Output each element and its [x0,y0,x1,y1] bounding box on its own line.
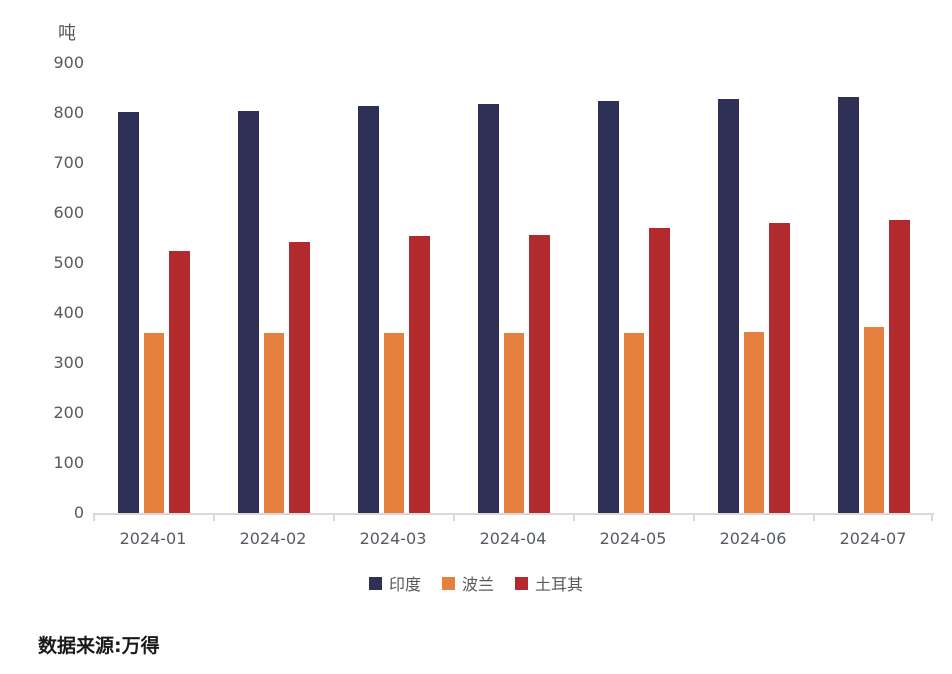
x-axis-category-label: 2024-07 [839,529,907,548]
plot-area [93,63,933,513]
legend-label: 波兰 [461,575,494,594]
legend-item: 印度 [368,571,421,595]
y-axis-tick-label: 300 [53,353,84,372]
x-axis-category-label: 2024-05 [599,529,667,548]
bar [838,96,859,513]
bar [863,326,885,513]
legend-label: 土耳其 [535,575,584,594]
x-axis-category-label: 2024-02 [239,529,307,548]
bar [889,220,910,513]
bar [649,227,670,513]
y-axis-tick-label: 0 [73,503,84,522]
y-axis-tick-label: 900 [53,53,84,72]
bar [143,333,165,513]
legend-swatch-icon [515,576,528,590]
bar [118,111,139,513]
bar [598,101,619,513]
x-axis-tick [931,513,933,521]
x-axis-tick [693,513,695,521]
x-axis-category-label: 2024-01 [119,529,187,548]
y-axis-unit-label: 吨 [58,23,76,44]
bar [529,234,550,513]
bar [263,333,285,513]
y-axis-tick-label: 400 [53,303,84,322]
x-axis-tick [813,513,815,521]
data-source-note: 数据来源:万得 [38,635,160,657]
bar [503,333,525,513]
bar [169,251,190,513]
x-axis-category-label: 2024-04 [479,529,547,548]
legend-label: 印度 [388,575,421,594]
legend-swatch-icon [368,576,382,590]
y-axis-tick-label: 500 [53,253,84,272]
bar [769,222,790,513]
x-axis-line [93,513,934,515]
y-axis-tick-label: 100 [53,453,84,472]
bar [238,111,259,513]
x-axis-category-label: 2024-03 [359,529,427,548]
bar [478,103,499,513]
x-axis-tick [453,513,455,521]
bar [409,236,430,513]
bar [718,98,739,513]
legend-swatch-icon [441,576,455,590]
y-axis-tick-label: 700 [53,153,84,172]
y-axis-tick-label: 600 [53,203,84,222]
bar [623,333,645,513]
legend-item: 波兰 [441,571,494,595]
legend: 印度 波兰 土耳其 [0,571,952,595]
legend-item: 土耳其 [515,571,583,595]
bar [358,106,379,513]
bar [743,331,765,513]
x-axis-tick [93,513,95,521]
bar [289,242,310,513]
x-axis-tick [213,513,215,521]
bar [383,333,405,513]
y-axis-tick-label: 800 [53,103,84,122]
x-axis-tick [333,513,335,521]
x-axis-category-label: 2024-06 [719,529,787,548]
y-axis-tick-label: 200 [53,403,84,422]
x-axis-tick [573,513,575,521]
